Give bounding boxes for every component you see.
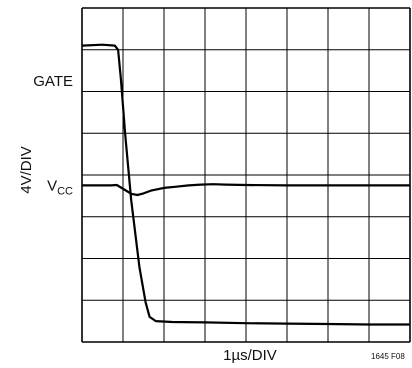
y-axis-label: 4V/DIV: [18, 146, 35, 194]
vcc-trace: [82, 183, 410, 197]
gate-label: GATE: [33, 73, 73, 90]
vcc-label: VCC: [47, 177, 73, 197]
gate-trace: [81, 43, 410, 326]
y-axis-title: 4V/DIV: [18, 146, 35, 194]
grid: [81, 7, 411, 343]
traces: [81, 43, 410, 326]
x-axis-title: 1µs/DIV: [223, 347, 277, 364]
figure-id: 1645 F08: [371, 352, 405, 361]
trace-labels: GATE VCC: [33, 73, 73, 197]
